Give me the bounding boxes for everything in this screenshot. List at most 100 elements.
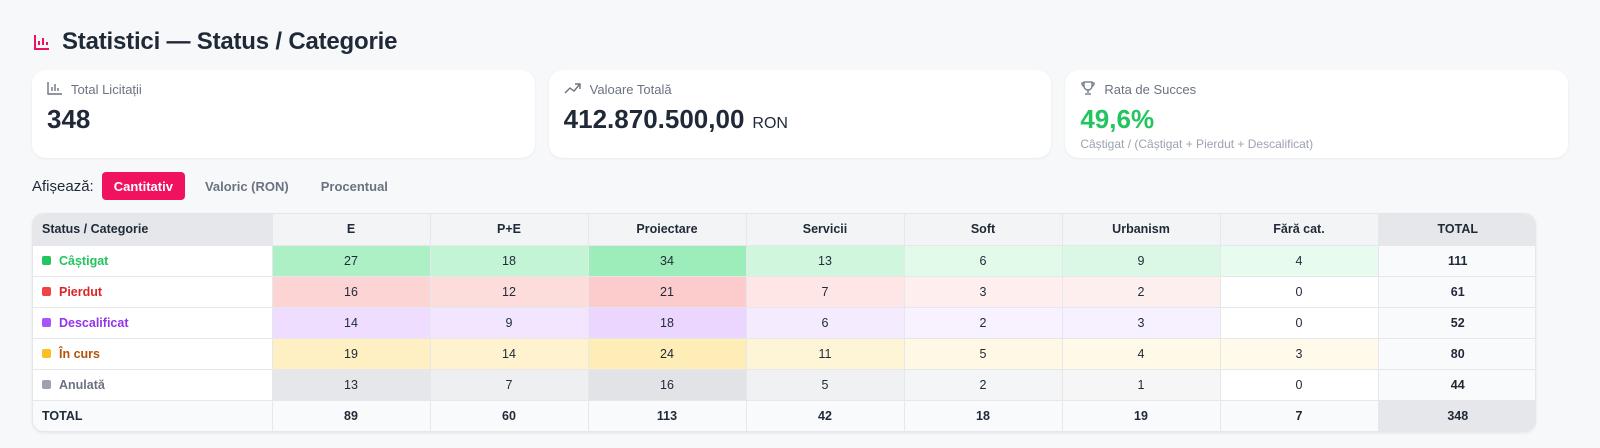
column-header: Proiectare [588,214,747,246]
table-cell: 21 [588,276,747,308]
tab-value-ron[interactable]: Valoric (RON) [193,172,301,200]
table-cell: 3 [1220,338,1379,370]
status-name: Pierdut [59,284,103,299]
column-header: Status / Categorie [33,214,273,246]
tab-percentage[interactable]: Procentual [309,172,400,200]
status-label: Câștigat [33,245,273,277]
table-row: Câștigat 27 18 34 13 6 9 4 111 [33,245,1535,277]
table-cell: 16 [588,369,747,401]
table-cell: 2 [904,369,1063,401]
card-subtitle: Câștigat / (Câștigat + Pierdut + Descali… [1080,137,1314,151]
column-total: 19 [1062,400,1221,431]
status-color-swatch [42,287,51,296]
status-label: Pierdut [33,276,273,308]
table-cell: 24 [588,338,747,370]
totals-row: TOTAL 89 60 113 42 18 19 7 348 [33,400,1535,431]
status-label: Descalificat [33,307,273,339]
table-cell: 1 [1062,369,1221,401]
row-total: 52 [1378,307,1535,339]
table-cell: 18 [430,245,589,277]
table-cell: 0 [1220,276,1379,308]
table-row: Descalificat 14 9 18 6 2 3 0 52 [33,307,1535,339]
table-cell: 27 [272,245,431,277]
table-cell: 0 [1220,307,1379,339]
table-cell: 12 [430,276,589,308]
tab-quantitative[interactable]: Cantitativ [101,172,185,200]
trending-up-icon [564,81,582,98]
table-cell: 6 [904,245,1063,277]
table-cell: 34 [588,245,747,277]
column-header: P+E [430,214,589,246]
page-title: Statistici — Status / Categorie [62,28,398,55]
status-label: Anulată [33,369,273,401]
status-name: Descalificat [59,315,129,330]
row-total: 44 [1378,369,1535,401]
table-row: Pierdut 16 12 21 7 3 2 0 61 [33,276,1535,308]
bar-chart-icon [32,32,52,52]
status-label: În curs [33,338,273,370]
column-header: Servicii [746,214,905,246]
table-cell: 7 [746,276,905,308]
totals-label: TOTAL [33,400,273,431]
status-color-swatch [42,256,51,265]
table-cell: 9 [430,307,589,339]
filter-label: Afișează: [32,177,94,195]
column-header: TOTAL [1378,214,1535,246]
column-total: 113 [588,400,747,431]
card-label: Rata de Succes [1104,81,1197,97]
table-cell: 3 [904,276,1063,308]
status-name: În curs [59,346,100,361]
total-value-card: Valoare Totală 412.870.500,00 RON [548,70,1052,158]
column-total: 42 [746,400,905,431]
column-header: E [272,214,431,246]
card-value: 412.870.500,00 [563,104,745,134]
row-total: 61 [1378,276,1535,308]
column-total: 7 [1220,400,1379,431]
card-label: Valoare Totală [589,81,672,97]
table-cell: 19 [272,338,431,370]
grand-total: 348 [1378,400,1535,431]
row-total: 111 [1378,245,1535,277]
card-value: 348 [47,104,91,134]
table-cell: 14 [272,307,431,339]
page-header: Statistici — Status / Categorie [32,26,397,58]
table-cell: 13 [746,245,905,277]
status-name: Anulată [59,377,105,392]
column-header: Urbanism [1062,214,1221,246]
table-row: Anulată 13 7 16 5 2 1 0 44 [33,369,1535,401]
table-cell: 13 [272,369,431,401]
column-total: 60 [430,400,589,431]
table-cell: 4 [1220,245,1379,277]
table-cell: 16 [272,276,431,308]
table-row: În curs 19 14 24 11 5 4 3 80 [33,338,1535,370]
table-cell: 3 [1062,307,1221,339]
view-filter: Afișează: Cantitativ Valoric (RON) Proce… [32,172,400,200]
card-value: 49,6% [1080,104,1155,134]
status-category-table: Status / Categorie E P+E Proiectare Serv… [32,213,1536,432]
status-name: Câștigat [59,253,109,268]
column-header: Soft [904,214,1063,246]
status-color-swatch [42,349,51,358]
bar-chart-icon [47,81,63,98]
table-cell: 9 [1062,245,1221,277]
trophy-icon [1080,80,1096,99]
table-cell: 14 [430,338,589,370]
table-cell: 5 [746,369,905,401]
success-rate-card: Rata de Succes 49,6% Câștigat / (Câștiga… [1065,70,1569,158]
table-cell: 2 [1062,276,1221,308]
status-color-swatch [42,318,51,327]
summary-cards: Total Licitații 348 Valoare Totală 412.8… [32,70,1569,158]
table-cell: 2 [904,307,1063,339]
table-cell: 0 [1220,369,1379,401]
column-header: Fără cat. [1220,214,1379,246]
column-total: 18 [904,400,1063,431]
status-color-swatch [42,380,51,389]
table-cell: 4 [1062,338,1221,370]
table-header-row: Status / Categorie E P+E Proiectare Serv… [33,214,1535,246]
total-bids-card: Total Licitații 348 [32,70,535,158]
table-cell: 18 [588,307,747,339]
table-cell: 5 [904,338,1063,370]
column-total: 89 [272,400,431,431]
card-label: Total Licitații [71,81,142,97]
table-cell: 11 [746,338,905,370]
